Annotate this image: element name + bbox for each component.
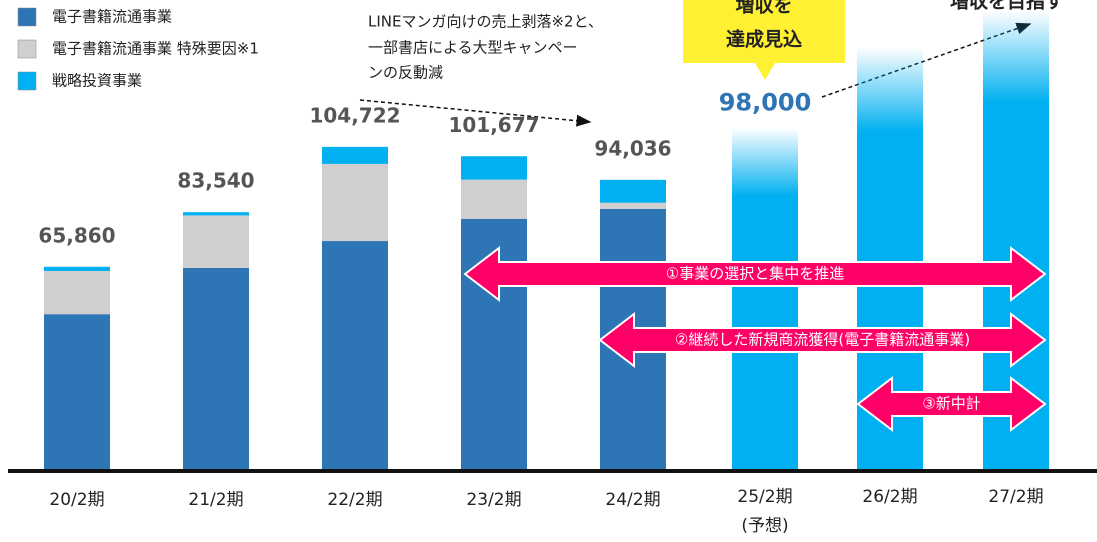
x-tick-label: 26/2期 (862, 487, 917, 507)
bar-segment (461, 179, 527, 219)
bar-segment (44, 314, 110, 470)
bar-segment (600, 179, 666, 203)
x-tick-label: 23/2期 (466, 490, 521, 510)
total-label: 65,860 (38, 223, 115, 247)
total-label: 94,036 (594, 136, 671, 160)
bar-segment (322, 146, 388, 164)
total-label: 101,677 (448, 113, 539, 137)
initiative-label: ③新中計 (922, 395, 980, 413)
total-label: 83,540 (177, 169, 254, 193)
x-tick-label: 25/2期 (737, 487, 792, 507)
bar-segment (183, 212, 249, 216)
annotation-line: 一部書店による大型キャンペー (368, 39, 578, 57)
bar-segment (183, 215, 249, 268)
callout-line: 増収を (735, 0, 792, 17)
bar-segment (600, 202, 666, 209)
goal-text: 増収を目指す (950, 0, 1064, 13)
bar-segment (44, 266, 110, 271)
x-tick-note: (予想) (741, 516, 788, 536)
legend-swatch (17, 7, 37, 27)
initiative-label: ②継続した新規商流獲得(電子書籍流通事業) (675, 331, 970, 349)
initiative-arrow (856, 375, 1047, 433)
total-label: 98,000 (719, 89, 812, 117)
bar-segment (322, 163, 388, 242)
initiative-label: ①事業の選択と集中を推進 (666, 265, 844, 283)
x-tick-label: 24/2期 (605, 490, 660, 510)
callout-line: 達成見込 (726, 28, 802, 51)
forecast-bar (732, 127, 798, 470)
x-tick-label: 21/2期 (188, 490, 243, 510)
annotation-line: LINEマンガ向けの売上剥落※2と、 (368, 13, 603, 31)
legend-swatch (17, 71, 37, 91)
bar-segment (183, 267, 249, 470)
annotation-arrow (359, 99, 592, 127)
callout-box (683, 0, 845, 80)
legend-label: 電子書籍流通事業 特殊要因※1 (52, 40, 259, 58)
initiative-arrow (598, 311, 1047, 369)
legend-label: 戦略投資事業 (52, 72, 142, 90)
bar-segment (44, 270, 110, 315)
total-label: 104,722 (309, 103, 400, 127)
x-tick-label: 20/2期 (49, 490, 104, 510)
annotation-line: ンの反動減 (368, 64, 443, 82)
legend-label: 電子書籍流通事業 (52, 8, 172, 26)
bar-segment (461, 156, 527, 180)
x-tick-label: 27/2期 (988, 487, 1043, 507)
bar-segment (322, 241, 388, 470)
x-tick-label: 22/2期 (327, 490, 382, 510)
initiative-arrow (463, 245, 1047, 303)
legend-swatch (17, 39, 37, 59)
